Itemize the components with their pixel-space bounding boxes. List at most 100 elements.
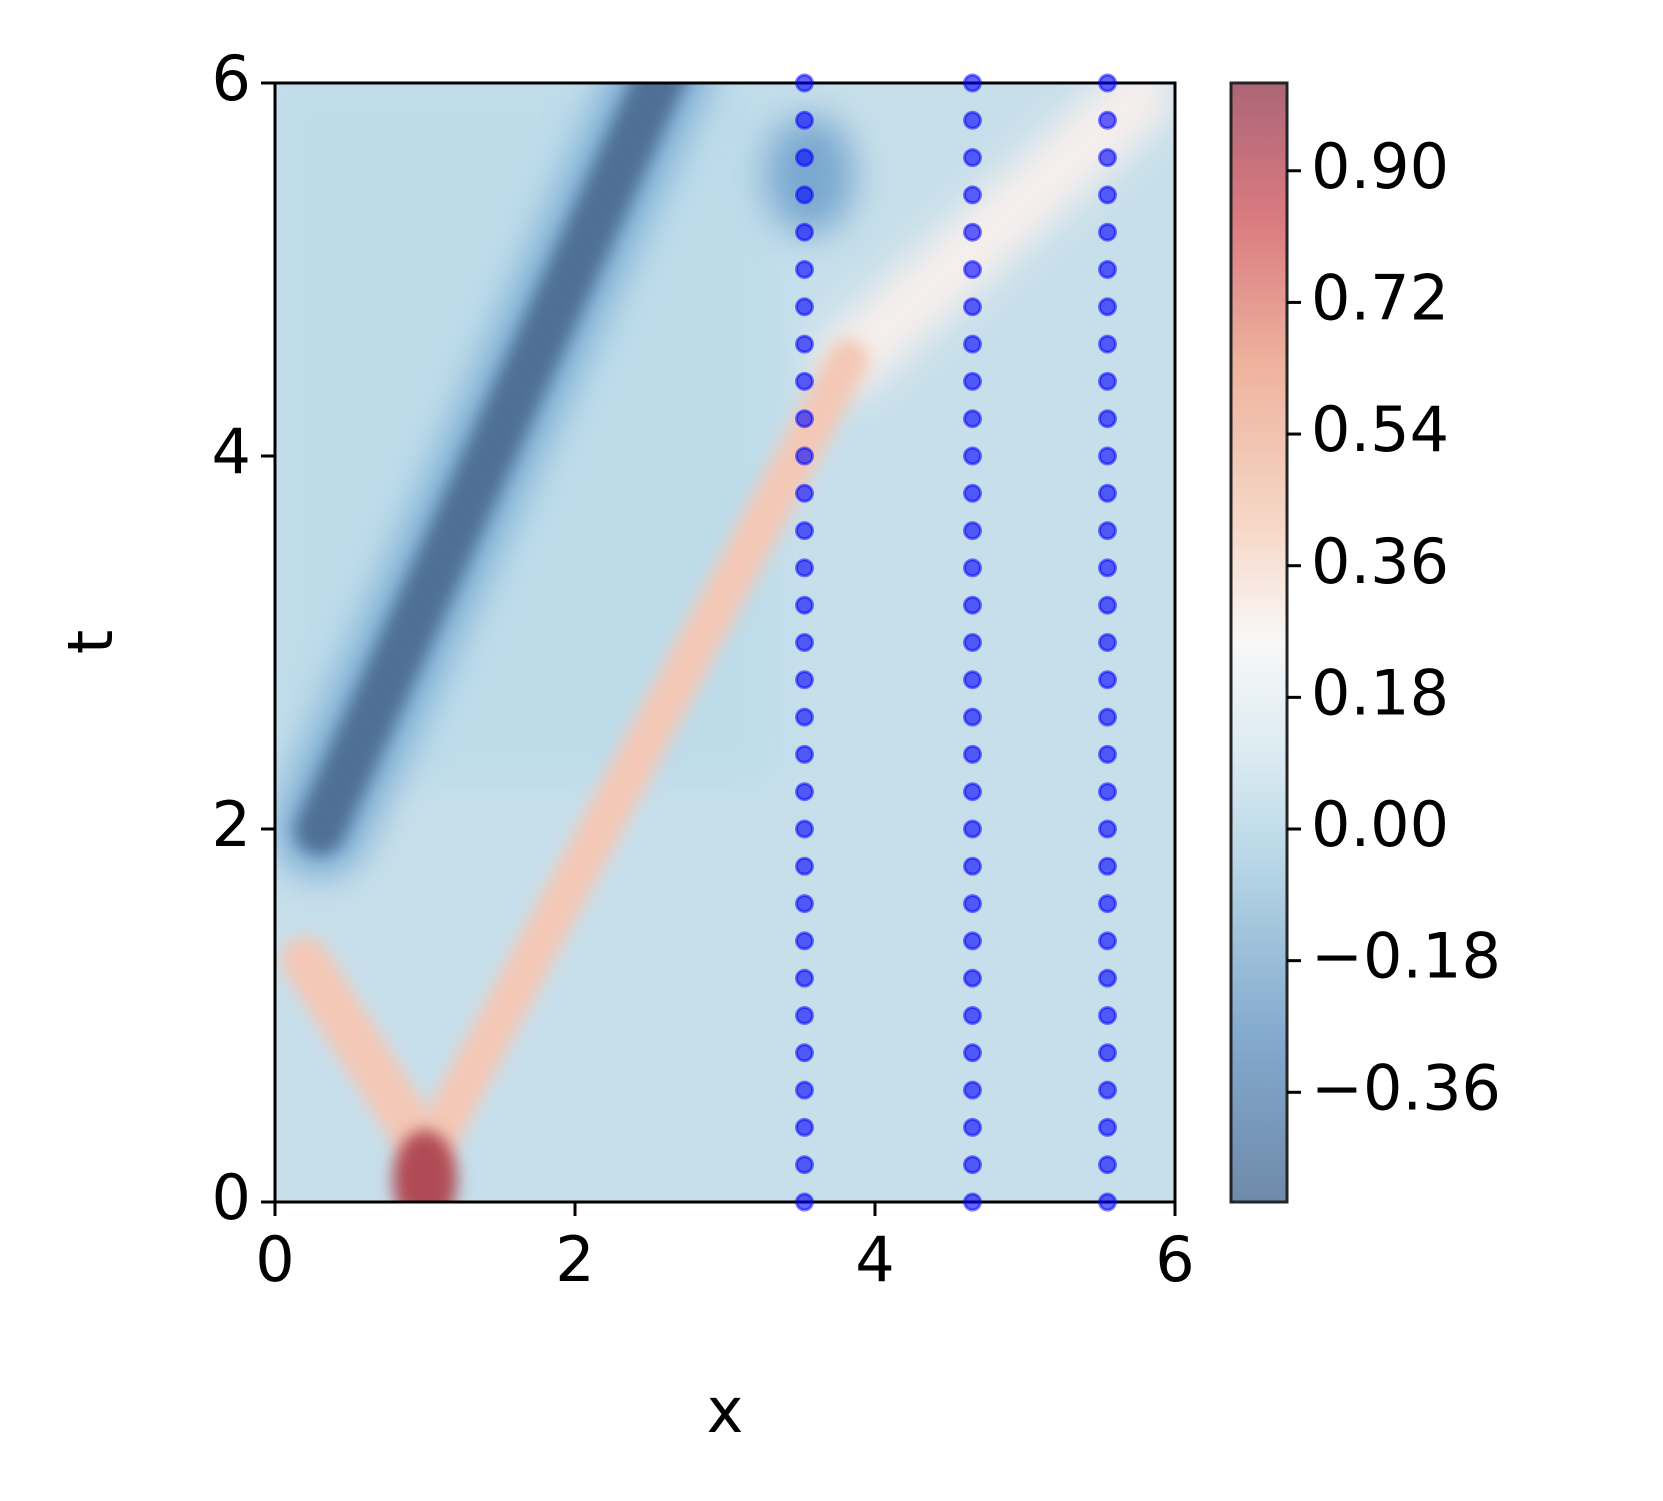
sensor-point [963,744,982,764]
sensor-point [963,73,982,93]
sensor-point [963,968,982,988]
x-tick-label: 4 [855,1223,894,1296]
sensor-point [1098,1117,1117,1137]
plot-frame [273,81,1177,1204]
sensor-point [1098,185,1117,205]
sensor-point [795,856,814,876]
sensor-point [963,670,982,690]
sensor-point [963,185,982,205]
sensor-point [795,819,814,839]
sensor-point [963,595,982,615]
sensor-point [963,782,982,802]
sensor-point [1098,633,1117,652]
sensor-point [795,483,814,503]
sensor-point [1098,483,1117,503]
colorbar-tick-label: 0.00 [1311,788,1449,861]
sensor-point [795,595,814,615]
sensor-point [963,371,982,391]
x-axis-label: x [707,1374,744,1447]
sensor-point [1098,1043,1117,1063]
sensor-point [1098,1155,1117,1175]
sensor-point [795,110,814,130]
sensor-point [795,446,814,466]
sensor-point [795,1080,814,1100]
sensor-point [795,1155,814,1175]
sensor-point [963,110,982,130]
sensor-point [1098,371,1117,391]
sensor-point [795,409,814,429]
sensor-point [1098,1080,1117,1100]
sensor-point [963,260,982,279]
sensor-point [795,782,814,802]
sensor-point [1098,73,1117,93]
sensor-point [795,1043,814,1063]
sensor-point [963,446,982,466]
x-tick-label: 2 [555,1223,594,1296]
sensor-point [963,1006,982,1025]
sensor-point [1098,446,1117,466]
sensor-point [795,521,814,541]
sensor-point [1098,409,1117,429]
sensor-point [795,185,814,205]
sensor-point [795,1192,814,1212]
sensor-point [1098,297,1117,317]
sensor-point [963,334,982,354]
sensor-point [963,894,982,914]
sensor-point [1098,819,1117,839]
sensor-point [1098,1192,1117,1212]
sensor-point [963,707,982,727]
field [275,83,1175,1202]
sensor-point [795,148,814,168]
sensor-point [795,73,814,93]
sensor-point [1098,521,1117,541]
sensor-point [1098,1006,1117,1025]
sensor-point [795,670,814,690]
colorbar-tick-label: 0.72 [1311,262,1449,335]
sensor-point [795,1006,814,1025]
colorbar [1229,81,1289,1204]
colorbar-tick-label: −0.36 [1311,1051,1501,1124]
y-tick-label: 2 [212,788,251,861]
colorbar-tick-label: 0.54 [1311,393,1449,466]
sensor-point [795,707,814,727]
sensor-point [963,409,982,429]
sensor-point [963,856,982,876]
sensor-point [963,1155,982,1175]
sensor-point [795,968,814,988]
sensor-point [1098,558,1117,578]
sensor-point [963,483,982,503]
x-tick-label: 0 [255,1223,294,1296]
sensor-point [1098,894,1117,914]
sensor-point [963,222,982,242]
sensor-point [1098,110,1117,130]
sensor-point [795,558,814,578]
colorbar-tick-label: 0.36 [1311,525,1449,598]
sensor-point [963,1043,982,1063]
sensor-point [963,1192,982,1212]
sensor-point [1098,595,1117,615]
sensor-point [795,371,814,391]
sensor-point [963,558,982,578]
sensor-point [963,1117,982,1137]
sensor-point [795,894,814,914]
sensor-point [795,633,814,652]
sensor-point [795,744,814,764]
sensor-point [795,1117,814,1137]
sensor-point [1098,744,1117,764]
sensor-point [1098,334,1117,354]
y-tick-label: 6 [212,42,251,115]
y-axis-label: t [54,630,127,654]
sensor-point [963,1080,982,1100]
sensor-point [963,148,982,168]
sensor-point [1098,260,1117,279]
sensor-point [1098,670,1117,690]
sensor-point [795,260,814,279]
sensor-point [1098,968,1117,988]
colorbar-tick-label: −0.18 [1311,920,1501,993]
sensor-point [1098,782,1117,802]
sensor-point [963,819,982,839]
sensor-point [963,297,982,317]
y-tick-label: 4 [212,415,251,488]
colorbar-tick-label: 0.90 [1311,130,1449,203]
